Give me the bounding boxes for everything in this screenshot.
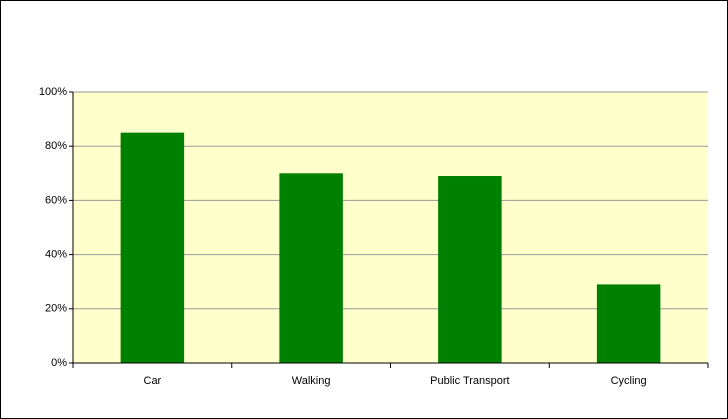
y-tick-label: 40%: [45, 249, 67, 261]
y-tick-label: 20%: [45, 303, 67, 315]
y-tick-label: 80%: [45, 140, 67, 152]
bar: [279, 173, 343, 363]
bar: [596, 284, 661, 363]
x-tick-label: Walking: [292, 375, 331, 387]
y-tick-label: 100%: [39, 86, 67, 98]
x-tick-label: Public Transport: [430, 375, 509, 387]
y-tick-label: 60%: [45, 194, 67, 206]
bar: [438, 176, 502, 363]
x-tick-label: Car: [144, 375, 162, 387]
bar: [120, 132, 185, 363]
y-tick-label: 0%: [51, 357, 67, 369]
x-tick-label: Cycling: [611, 375, 647, 387]
